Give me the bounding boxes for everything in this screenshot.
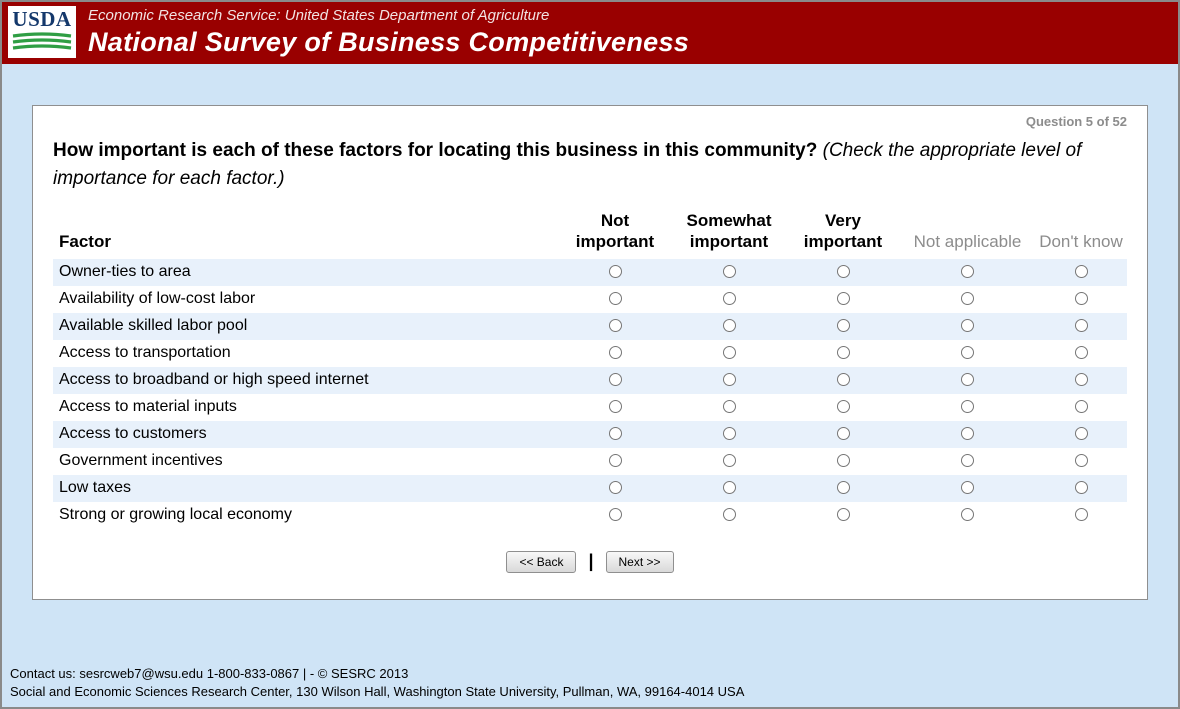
importance-radio[interactable] bbox=[1074, 400, 1088, 414]
importance-radio[interactable] bbox=[722, 508, 736, 522]
table-row: Low taxes bbox=[53, 474, 1127, 502]
importance-radio[interactable] bbox=[836, 400, 850, 414]
table-row: Owner-ties to area bbox=[53, 258, 1127, 286]
importance-radio[interactable] bbox=[1074, 292, 1088, 306]
importance-radio[interactable] bbox=[836, 454, 850, 468]
question-title-note: (Check the appropriate level of importan… bbox=[53, 140, 1082, 189]
importance-radio[interactable] bbox=[722, 265, 736, 279]
importance-radio[interactable] bbox=[836, 373, 850, 387]
importance-radio[interactable] bbox=[1074, 265, 1088, 279]
table-row: Access to customers bbox=[53, 420, 1127, 448]
importance-radio[interactable] bbox=[608, 481, 622, 495]
table-row: Availability of low-cost labor bbox=[53, 286, 1127, 313]
importance-radio[interactable] bbox=[608, 346, 622, 360]
importance-radio[interactable] bbox=[608, 508, 622, 522]
footer: Contact us: sesrcweb7@wsu.edu 1-800-833-… bbox=[2, 660, 1178, 707]
importance-radio[interactable] bbox=[961, 400, 974, 414]
button-separator: | bbox=[588, 551, 594, 572]
importance-radio[interactable] bbox=[1074, 319, 1088, 333]
importance-radio[interactable] bbox=[608, 265, 622, 279]
table-row: Access to transportation bbox=[53, 340, 1127, 367]
importance-radio[interactable] bbox=[961, 373, 974, 387]
importance-radio[interactable] bbox=[836, 292, 850, 306]
nav-buttons: << Back | Next >> bbox=[53, 550, 1127, 573]
importance-radio[interactable] bbox=[836, 481, 850, 495]
survey-title: National Survey of Business Competitiven… bbox=[88, 27, 690, 57]
importance-radio[interactable] bbox=[722, 292, 736, 306]
main-area: Question 5 of 52 How important is each o… bbox=[2, 64, 1178, 661]
usda-logo-stripes-icon bbox=[12, 32, 72, 50]
importance-radio[interactable] bbox=[961, 292, 974, 306]
importance-radio[interactable] bbox=[722, 346, 736, 360]
importance-radio[interactable] bbox=[961, 481, 974, 495]
importance-radio[interactable] bbox=[961, 508, 974, 522]
importance-radio[interactable] bbox=[608, 292, 622, 306]
importance-radio[interactable] bbox=[961, 346, 974, 360]
footer-contact-line: Contact us: sesrcweb7@wsu.edu 1-800-833-… bbox=[10, 665, 409, 681]
factor-label: Access to transportation bbox=[59, 344, 231, 362]
factor-label: Low taxes bbox=[59, 479, 132, 497]
next-button[interactable]: Next >> bbox=[605, 550, 674, 573]
importance-radio[interactable] bbox=[608, 427, 622, 441]
question-title: How important is each of these factors f… bbox=[53, 137, 1127, 192]
importance-radio[interactable] bbox=[722, 373, 736, 387]
importance-radio[interactable] bbox=[961, 319, 974, 333]
table-header-row: Factor Not important Somewhat important … bbox=[53, 208, 1127, 259]
importance-radio[interactable] bbox=[836, 427, 850, 441]
importance-radio[interactable] bbox=[722, 400, 736, 414]
importance-radio[interactable] bbox=[1074, 427, 1088, 441]
table-row: Government incentives bbox=[53, 448, 1127, 475]
factor-label: Available skilled labor pool bbox=[59, 317, 248, 335]
column-header-somewhat-important: Somewhat important bbox=[686, 211, 772, 252]
importance-radio[interactable] bbox=[1074, 373, 1088, 387]
importance-radio[interactable] bbox=[608, 319, 622, 333]
importance-radio[interactable] bbox=[1074, 346, 1088, 360]
importance-radio[interactable] bbox=[836, 508, 850, 522]
factor-label: Owner-ties to area bbox=[59, 263, 191, 281]
header-bar: USDA Economic Research Service: United S… bbox=[2, 2, 1178, 64]
importance-radio[interactable] bbox=[722, 454, 736, 468]
table-row: Access to broadband or high speed intern… bbox=[53, 366, 1127, 394]
importance-radio[interactable] bbox=[961, 265, 974, 279]
table-row: Available skilled labor pool bbox=[53, 312, 1127, 340]
factor-label: Availability of low-cost labor bbox=[59, 290, 256, 308]
header-text: Economic Research Service: United States… bbox=[88, 6, 689, 58]
question-progress: Question 5 of 52 bbox=[1025, 114, 1127, 129]
importance-radio[interactable] bbox=[722, 319, 736, 333]
factor-label: Access to broadband or high speed intern… bbox=[59, 371, 369, 389]
usda-logo: USDA bbox=[8, 6, 76, 58]
question-panel: Question 5 of 52 How important is each o… bbox=[32, 105, 1148, 600]
table-row: Access to material inputs bbox=[53, 394, 1127, 421]
importance-radio[interactable] bbox=[1074, 481, 1088, 495]
column-header-not-applicable: Not applicable bbox=[913, 232, 1022, 252]
agency-line: Economic Research Service: United States… bbox=[88, 7, 550, 24]
importance-radio[interactable] bbox=[1074, 454, 1088, 468]
importance-radio[interactable] bbox=[608, 373, 622, 387]
importance-radio[interactable] bbox=[836, 319, 850, 333]
back-button[interactable]: << Back bbox=[506, 550, 577, 573]
factor-label: Access to material inputs bbox=[59, 398, 237, 416]
question-title-main: How important is each of these factors f… bbox=[53, 140, 818, 161]
column-header-dont-know: Don't know bbox=[1039, 232, 1123, 252]
column-header-factor: Factor bbox=[59, 232, 111, 252]
usda-logo-text: USDA bbox=[12, 7, 72, 31]
factor-label: Government incentives bbox=[59, 452, 223, 470]
column-header-very-important: Very important bbox=[803, 211, 883, 252]
importance-radio[interactable] bbox=[961, 454, 974, 468]
column-header-not-important: Not important bbox=[575, 211, 655, 252]
table-row: Strong or growing local economy bbox=[53, 502, 1127, 529]
importance-radio[interactable] bbox=[608, 400, 622, 414]
importance-radio[interactable] bbox=[1074, 508, 1088, 522]
importance-radio[interactable] bbox=[961, 427, 974, 441]
factor-label: Strong or growing local economy bbox=[59, 506, 293, 524]
importance-radio[interactable] bbox=[836, 346, 850, 360]
factor-label: Access to customers bbox=[59, 425, 207, 443]
importance-radio[interactable] bbox=[722, 481, 736, 495]
importance-radio[interactable] bbox=[722, 427, 736, 441]
importance-table: Factor Not important Somewhat important … bbox=[53, 208, 1127, 529]
importance-radio[interactable] bbox=[836, 265, 850, 279]
importance-radio[interactable] bbox=[608, 454, 622, 468]
footer-address-line: Social and Economic Sciences Research Ce… bbox=[10, 683, 745, 699]
